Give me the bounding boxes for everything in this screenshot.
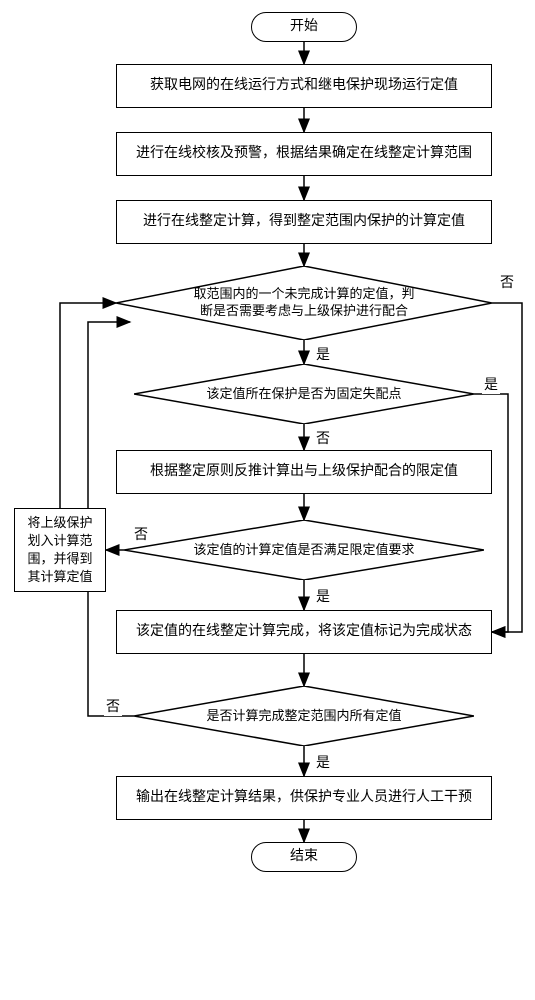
process-calc: 进行在线整定计算，得到整定范围内保护的计算定值: [116, 200, 492, 244]
edge-label-no: 否: [314, 428, 332, 448]
decision-meets-limit-label: 该定值的计算定值是否满足限定值要求: [124, 520, 484, 580]
edge-label-yes: 是: [314, 344, 332, 364]
edge-label-no: 否: [132, 524, 150, 544]
edge-label-yes: 是: [314, 752, 332, 772]
process-derive-limit: 根据整定原则反推计算出与上级保护配合的限定值: [116, 450, 492, 494]
process-verify: 进行在线校核及预警，根据结果确定在线整定计算范围: [116, 132, 492, 176]
edge-label-yes: 是: [482, 374, 500, 394]
process-output: 输出在线整定计算结果，供保护专业人员进行人工干预: [116, 776, 492, 820]
decision-all-done: 是否计算完成整定范围内所有定值: [134, 686, 474, 746]
decision-fixed-point-label: 该定值所在保护是否为固定失配点: [134, 364, 474, 424]
decision-meets-limit: 该定值的计算定值是否满足限定值要求: [124, 520, 484, 580]
process-mark-done: 该定值的在线整定计算完成，将该定值标记为完成状态: [116, 610, 492, 654]
decision-need-coord-label: 取范围内的一个未完成计算的定值，判 断是否需要考虑与上级保护进行配合: [116, 266, 492, 340]
decision-need-coord: 取范围内的一个未完成计算的定值，判 断是否需要考虑与上级保护进行配合: [116, 266, 492, 340]
end-node: 结束: [251, 842, 357, 872]
decision-fixed-point: 该定值所在保护是否为固定失配点: [134, 364, 474, 424]
edge-label-no: 否: [498, 272, 516, 292]
process-include-upper: 将上级保护 划入计算范 围，并得到 其计算定值: [14, 508, 106, 592]
edge-label-yes: 是: [314, 586, 332, 606]
start-node: 开始: [251, 12, 357, 42]
process-acquire: 获取电网的在线运行方式和继电保护现场运行定值: [116, 64, 492, 108]
edge-label-no: 否: [104, 696, 122, 716]
decision-all-done-label: 是否计算完成整定范围内所有定值: [134, 686, 474, 746]
